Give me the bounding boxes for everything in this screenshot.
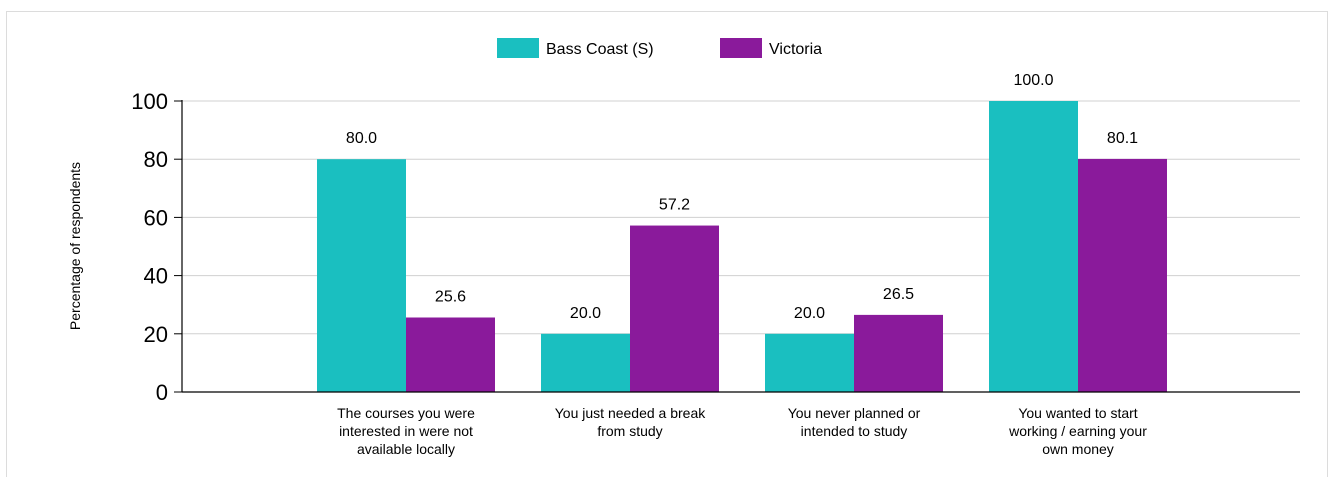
category-label: You wanted to start working / earning you…	[1008, 405, 1147, 457]
axes	[174, 100, 1300, 393]
category-label: The courses you were interested in were n…	[337, 405, 475, 457]
data-label: 80.1	[1107, 130, 1138, 147]
category-label-line: You just needed a break	[555, 405, 706, 421]
legend-label: Victoria	[769, 41, 822, 58]
data-label: 20.0	[570, 305, 601, 322]
bar	[1078, 158, 1167, 392]
bar	[630, 225, 719, 392]
category-label-line: You never planned or	[788, 405, 921, 421]
category-label-line: own money	[1042, 441, 1114, 457]
y-tick-labels: 0 20 40 60 80 100	[131, 89, 168, 405]
data-label: 25.6	[435, 289, 466, 306]
bar	[406, 317, 495, 392]
bar	[854, 314, 943, 392]
y-tick-label: 100	[131, 89, 168, 114]
category-label-line: You wanted to start	[1018, 405, 1137, 421]
category-labels: The courses you were interested in were n…	[337, 405, 1147, 457]
data-label: 20.0	[794, 305, 825, 322]
y-tick-label: 40	[144, 264, 168, 289]
chart-frame	[6, 11, 1328, 477]
data-label: 26.5	[883, 286, 914, 303]
data-labels: 80.0 25.6 20.0 57.2 20.0 26.5 100.0 80.1	[346, 72, 1138, 322]
legend-label: Bass Coast (S)	[546, 41, 654, 58]
y-axis-label: Percentage of respondents	[67, 162, 83, 330]
data-label: 100.0	[1013, 72, 1053, 89]
category-label-line: interested in were not	[339, 423, 473, 439]
category-label-line: The courses you were	[337, 405, 475, 421]
data-label: 57.2	[659, 197, 690, 214]
legend: Bass Coast (S) Victoria	[497, 38, 822, 58]
y-tick-label: 20	[144, 322, 168, 347]
y-tick-label: 60	[144, 205, 168, 230]
bar	[989, 101, 1078, 392]
legend-swatch	[720, 38, 762, 58]
bar	[317, 159, 406, 392]
category-label-line: available locally	[357, 441, 455, 457]
bar	[541, 333, 630, 392]
bars	[317, 101, 1167, 392]
legend-swatch	[497, 38, 539, 58]
category-label-line: intended to study	[801, 423, 908, 439]
y-tick-label: 80	[144, 147, 168, 172]
category-label-line: from study	[597, 423, 662, 439]
category-label: You just needed a break from study	[555, 405, 706, 439]
data-label: 80.0	[346, 130, 377, 147]
y-tick-label: 0	[156, 380, 168, 405]
category-label: You never planned or intended to study	[788, 405, 921, 439]
category-label-line: working / earning your	[1008, 423, 1147, 439]
bar	[765, 333, 854, 392]
